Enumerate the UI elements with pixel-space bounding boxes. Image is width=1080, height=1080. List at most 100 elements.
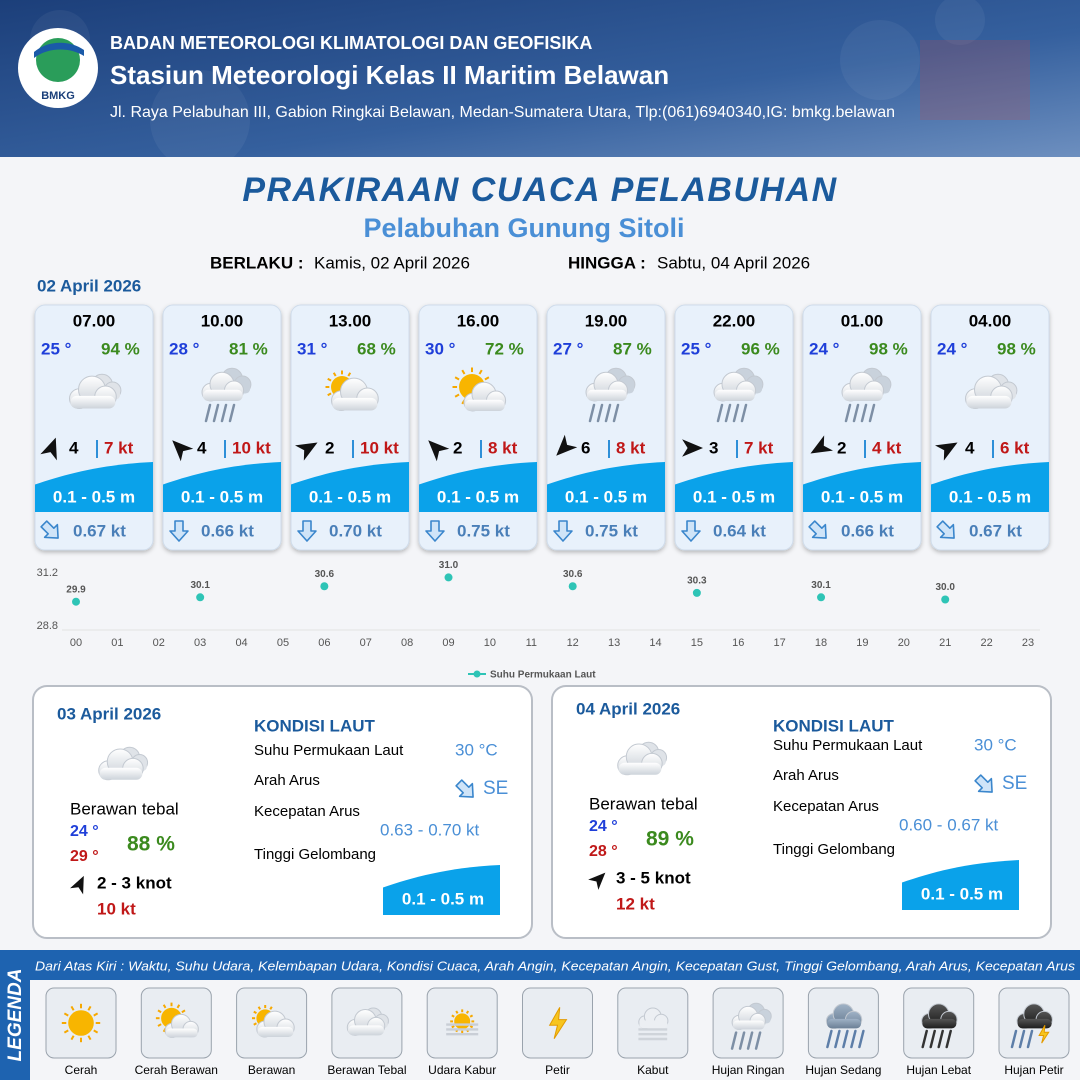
sun-ray	[454, 393, 460, 398]
x-tick-label: 00	[70, 637, 82, 649]
legend-item: Udara Kabur	[428, 1063, 496, 1077]
legend-marker	[473, 670, 481, 678]
cloud-base	[165, 1028, 198, 1038]
sun-ray	[451, 1025, 455, 1029]
time: 04.00	[969, 311, 1012, 330]
wave-area	[803, 462, 921, 512]
humidity: 96 %	[741, 339, 780, 358]
x-tick-label: 12	[567, 637, 579, 649]
current-direction	[169, 520, 189, 542]
rain-drop	[921, 1029, 928, 1049]
x-tick-label: 10	[484, 637, 496, 649]
air-temp: 25 °	[681, 339, 712, 358]
subtitle: Pelabuhan Gunung Sitoli	[364, 213, 685, 243]
cloud-base	[618, 762, 662, 775]
air-temp: 24 °	[809, 339, 840, 358]
sea-label: Suhu Permukaan Laut	[254, 742, 404, 759]
data-label: 30.1	[811, 580, 831, 591]
legend-item: Hujan Lebat	[906, 1063, 971, 1077]
legend-label: Suhu Permukaan Laut	[490, 670, 596, 681]
humidity: 87 %	[613, 339, 652, 358]
sun-ray	[269, 1006, 273, 1010]
sea-label: Arah Arus	[773, 767, 839, 784]
wave-box	[902, 860, 1019, 910]
current-direction	[974, 774, 993, 793]
time: 19.00	[585, 311, 628, 330]
sun-ray	[63, 1029, 69, 1034]
sst-point	[568, 582, 577, 591]
rain-drop	[724, 403, 732, 423]
rain-drop	[937, 1029, 944, 1049]
address: Jl. Raya Pelabuhan III, Gabion Ringkai B…	[110, 104, 895, 121]
header-containers	[920, 40, 1030, 120]
wind-direction	[428, 440, 450, 462]
temp-max: 28 °	[589, 843, 618, 860]
weather-icon	[61, 1003, 101, 1043]
temp-max: 29 °	[70, 848, 99, 865]
gust: 10 kt	[97, 899, 136, 918]
wave-area	[291, 462, 409, 512]
rain-drop	[826, 1029, 833, 1049]
sea-heading: KONDISI LAUT	[254, 716, 376, 735]
logo-text: BMKG	[41, 90, 75, 102]
sst: 30 °C	[455, 740, 498, 759]
air-temp: 28 °	[169, 339, 200, 358]
time: 01.00	[841, 311, 884, 330]
rain-drop	[1010, 1029, 1018, 1049]
x-tick-label: 19	[856, 637, 868, 649]
time: 07.00	[73, 311, 116, 330]
data-label: 31.0	[439, 560, 459, 571]
gust-speed: 7 kt	[744, 438, 774, 457]
wave-area	[35, 462, 153, 512]
rain-drop	[228, 403, 236, 423]
sun-ray	[327, 377, 332, 382]
wind-direction	[556, 434, 578, 456]
weather-icon	[730, 1002, 772, 1050]
wave-area	[675, 462, 793, 512]
cloud-base	[332, 397, 378, 411]
weather-icon	[252, 1005, 295, 1038]
x-tick-label: 13	[608, 637, 620, 649]
current-dir: SE	[483, 778, 508, 799]
sst-point	[692, 588, 701, 597]
title: PRAKIRAAN CUACA PELABUHAN	[242, 171, 837, 209]
humidity: 94 %	[101, 339, 140, 358]
sun-ray	[162, 1004, 167, 1009]
legend-side	[0, 950, 30, 1080]
y-tick-label: 28.8	[37, 620, 58, 632]
weather-icon	[452, 367, 507, 412]
humidity: 72 %	[485, 339, 524, 358]
humidity: 98 %	[869, 339, 908, 358]
sun-ray	[454, 376, 460, 381]
current-direction	[455, 779, 474, 798]
sun-ray	[87, 1005, 92, 1011]
wave-area	[419, 462, 537, 512]
rain-drop	[604, 403, 612, 423]
rain-drop	[945, 1029, 952, 1049]
cloud-base	[70, 395, 116, 409]
day-date: 03 April 2026	[57, 704, 161, 723]
sun-ray	[70, 1005, 75, 1011]
sea-label: Suhu Permukaan Laut	[773, 737, 923, 754]
wind-direction	[172, 440, 194, 462]
x-tick-label: 15	[691, 637, 703, 649]
wind-speed: 2	[837, 438, 846, 457]
sun-ray	[87, 1035, 92, 1041]
weather-icon	[98, 746, 149, 781]
rain-drop	[1018, 1029, 1026, 1049]
rain-drop	[858, 1029, 865, 1049]
humidity: 89 %	[646, 828, 694, 851]
data-label: 30.6	[315, 569, 335, 580]
sun-ray	[461, 369, 466, 375]
sea-label: Kecepatan Arus	[773, 798, 879, 815]
x-tick-label: 23	[1022, 637, 1034, 649]
sst: 30 °C	[974, 735, 1017, 754]
wave-area	[547, 462, 665, 512]
sun-disc	[454, 1013, 471, 1030]
cloud-base	[586, 389, 627, 401]
weather-icon	[921, 1003, 958, 1049]
legend-item: Berawan	[248, 1063, 295, 1077]
valid-to: Sabtu, 04 April 2026	[657, 253, 810, 272]
sun-ray	[70, 1035, 75, 1041]
header-deco	[840, 20, 920, 100]
